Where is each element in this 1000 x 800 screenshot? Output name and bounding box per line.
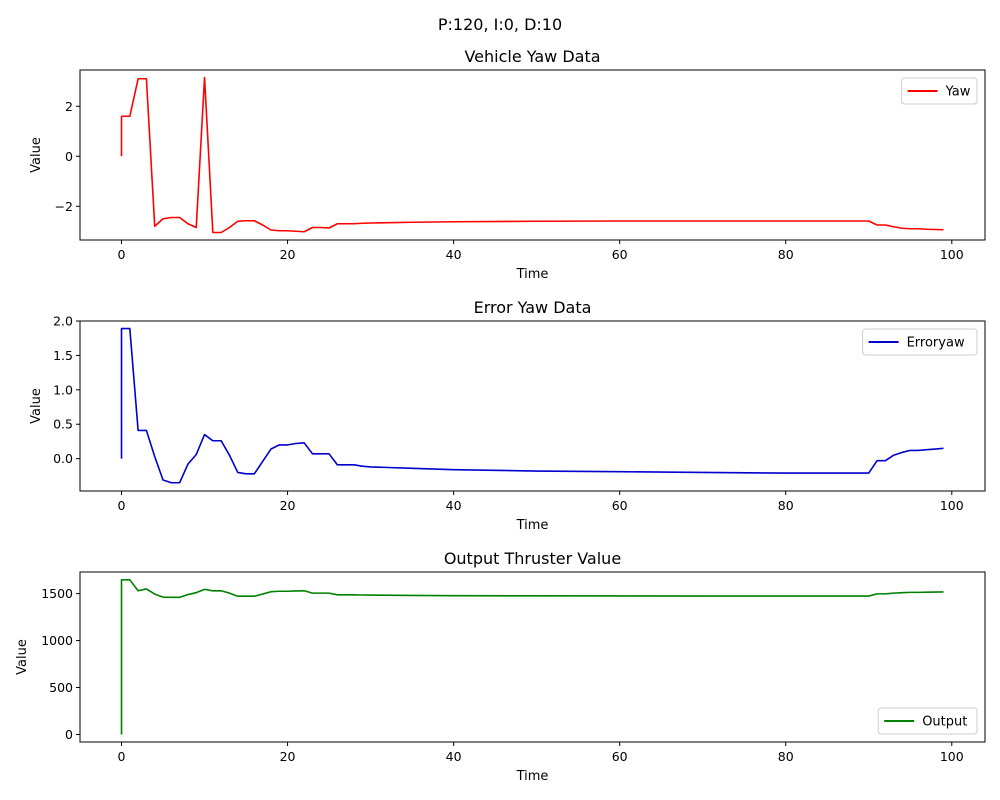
legend: Erroryaw: [862, 328, 978, 356]
x-tick-label: 20: [280, 247, 296, 262]
x-tick-label: 60: [612, 247, 628, 262]
x-tick-label: 80: [778, 498, 794, 513]
y-tick-label: 1.0: [53, 382, 73, 397]
chart-1: Vehicle Yaw Data 0 20 40 60 80 100 −2 0 2 Time Valu…: [29, 47, 986, 282]
y-tick-label: 1500: [41, 586, 73, 601]
chart-title: Error Yaw Data: [474, 298, 592, 317]
x-tick-label: 40: [446, 498, 462, 513]
x-tick-label: 60: [612, 498, 628, 513]
legend-label: Yaw: [945, 85, 971, 100]
plot-frame: [79, 320, 986, 492]
series-line-erroryaw: [120, 327, 944, 484]
x-tick-label: 100: [940, 498, 964, 513]
y-axis-label: Value: [29, 137, 44, 173]
x-tick-label: 0: [118, 749, 126, 764]
x-tick-label: 20: [280, 498, 296, 513]
plot-frame: [79, 571, 986, 743]
y-tick-label: 0: [65, 149, 73, 164]
x-tick-label: 80: [778, 247, 794, 262]
legend-label: Output: [922, 715, 967, 730]
chart-title: Vehicle Yaw Data: [464, 47, 600, 66]
y-tick-label: 0.0: [53, 451, 73, 466]
chart-title: Output Thruster Value: [444, 549, 621, 568]
y-tick-label: −2: [55, 199, 73, 214]
y-axis-label: Value: [15, 639, 30, 675]
x-tick-label: 40: [446, 247, 462, 262]
x-tick-label: 20: [280, 749, 296, 764]
series-line-yaw: [120, 76, 944, 234]
x-axis-label: Time: [516, 267, 549, 282]
x-tick-label: 100: [940, 247, 964, 262]
figure-suptitle: P:120, I:0, D:10: [438, 15, 562, 34]
legend-box: [862, 328, 978, 356]
legend: Yaw: [901, 77, 978, 105]
plot-frame: [79, 69, 986, 241]
y-tick-label: 0.5: [53, 417, 73, 432]
legend-label: Erroryaw: [907, 336, 965, 351]
x-tick-label: 0: [118, 247, 126, 262]
x-axis-label: Time: [516, 518, 549, 533]
chart-2: Error Yaw Data 0 20 40 60 80 100 0.0 0.5 1.0 1.5 2.…: [29, 298, 986, 533]
legend-box: [901, 77, 978, 105]
y-tick-label: 2.0: [53, 314, 73, 329]
x-tick-label: 40: [446, 749, 462, 764]
y-tick-label: 0: [65, 727, 73, 742]
x-tick-label: 100: [940, 749, 964, 764]
x-tick-label: 60: [612, 749, 628, 764]
plots: Vehicle Yaw Data 0 20 40 60 80 100 −2 0 2 Time Valu…: [15, 47, 986, 784]
x-tick-label: 80: [778, 749, 794, 764]
x-axis-label: Time: [516, 769, 549, 784]
legend-box: [877, 707, 978, 735]
x-tick-label: 0: [118, 498, 126, 513]
series-line-output: [120, 578, 944, 735]
y-tick-label: 1000: [41, 633, 73, 648]
y-axis-label: Value: [29, 388, 44, 424]
y-tick-label: 1.5: [53, 348, 73, 363]
legend: Output: [877, 707, 978, 735]
y-tick-label: 500: [49, 680, 73, 695]
y-tick-label: 2: [65, 99, 73, 114]
